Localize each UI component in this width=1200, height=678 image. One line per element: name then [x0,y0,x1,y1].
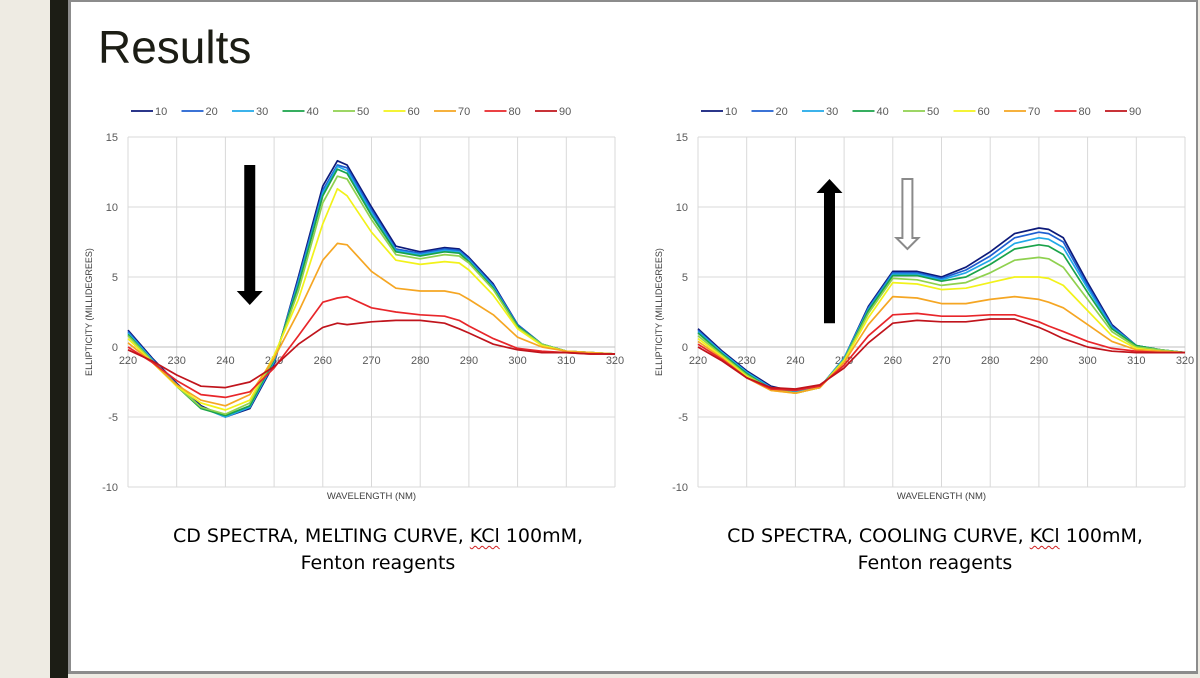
hollow-trend-arrow [893,178,921,251]
legend-label: 50 [357,106,369,118]
series-line-90 [127,319,615,389]
x-tick-label: 310 [1127,355,1145,367]
x-tick-label: 270 [362,355,380,367]
series-line-50 [127,175,616,416]
series-line-80 [697,312,1185,392]
grid [697,136,1186,488]
x-tick-label: 310 [557,355,575,367]
x-tick-label: 230 [168,355,186,367]
legend-label: 10 [725,106,737,118]
legend-label: 20 [776,106,788,118]
slide-canvas [68,0,1198,674]
legend-label: 50 [927,106,939,118]
y-tick-label: -10 [102,482,118,494]
x-tick-label: 280 [411,355,429,367]
grid [127,136,616,488]
legend: 10 20 30 40 50 60 70 80 90 [701,106,1141,118]
melting-curve-caption: CD SPECTRA, MELTING CURVE, KCl 100mM, Fe… [138,523,618,577]
y-tick-label: 5 [112,272,118,284]
x-tick-label: 230 [738,355,756,367]
legend-label: 90 [1129,106,1141,118]
caption-line1-pre: CD SPECTRA, MELTING CURVE, [172,525,470,547]
x-axis-label: WAVELENGTH (NM) [327,491,416,502]
cooling-curve-caption: CD SPECTRA, COOLING CURVE, KCl 100mM, Fe… [695,523,1175,577]
legend-label: 80 [1079,106,1091,118]
y-tick-label: 5 [682,272,688,284]
legend-label: 70 [1028,106,1040,118]
x-tick-label: 220 [689,355,707,367]
legend-label: 70 [458,106,470,118]
legend-label: 40 [877,106,889,118]
caption-kcl: KCl [469,525,500,547]
y-tick-label: 0 [682,342,688,354]
x-tick-label: 270 [932,355,950,367]
x-tick-label: 240 [216,355,234,367]
y-tick-label: 15 [676,132,688,144]
caption-line1-pre: CD SPECTRA, COOLING CURVE, [727,525,1030,547]
caption-line1-post: 100mM, [1059,525,1143,547]
trend-arrow [236,165,263,305]
trend-arrow [816,179,843,324]
legend-label: 60 [408,106,420,118]
x-tick-label: 260 [314,355,332,367]
legend-label: 10 [155,106,167,118]
y-tick-label: 15 [106,132,118,144]
x-tick-label: 290 [460,355,478,367]
slide-title: Results [98,21,252,73]
x-tick-label: 300 [1078,355,1096,367]
legend-label: 40 [307,106,319,118]
x-tick-label: 280 [981,355,999,367]
y-tick-label: 0 [112,342,118,354]
y-tick-label: 10 [106,202,118,214]
legend-label: 60 [978,106,990,118]
series-line-70 [697,295,1186,395]
x-tick-label: 240 [786,355,804,367]
y-tick-label: 10 [676,202,688,214]
window-left-strip [0,0,50,678]
caption-line2: Fenton reagents [300,552,456,574]
caption-line2: Fenton reagents [857,552,1013,574]
x-axis-label: WAVELENGTH (NM) [897,491,986,502]
y-tick-label: -10 [672,482,688,494]
y-tick-label: -5 [108,412,118,424]
x-tick-label: 320 [1176,355,1194,367]
series-line-90 [697,318,1185,390]
legend-label: 80 [509,106,521,118]
x-tick-label: 220 [119,355,137,367]
series-line-80 [127,295,615,399]
series-line-60 [127,187,616,411]
series-line-70 [127,242,616,407]
y-axis-label: ELLIPTICITY (MILLIDEGREES) [84,248,94,376]
y-axis-label: ELLIPTICITY (MILLIDEGREES) [654,248,664,376]
x-tick-label: 300 [508,355,526,367]
x-tick-label: 290 [1030,355,1048,367]
caption-kcl: KCl [1029,525,1060,547]
slide-side-bar [50,0,68,678]
caption-line1-post: 100mM, [499,525,584,547]
x-tick-label: 320 [606,355,624,367]
legend-label: 30 [826,106,838,118]
legend-label: 30 [256,106,268,118]
x-tick-label: 260 [884,355,902,367]
legend: 10 20 30 40 50 60 70 80 90 [131,106,571,118]
y-tick-label: -5 [678,412,688,424]
legend-label: 90 [559,106,571,118]
legend-label: 20 [206,106,218,118]
